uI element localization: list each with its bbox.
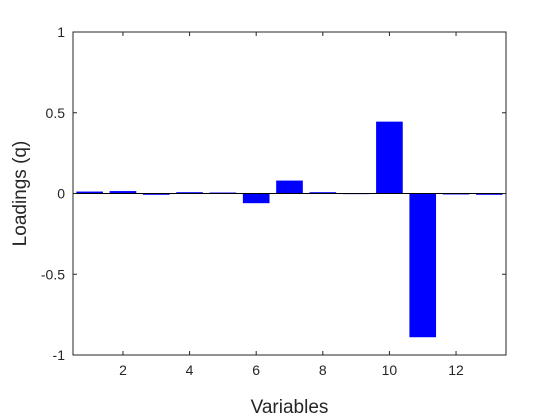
x-axis-ticks: 2 4 6 8 10 12 — [119, 32, 464, 378]
bars-group — [76, 121, 503, 338]
x-tick-label: 2 — [119, 362, 127, 378]
bar-7 — [276, 180, 303, 194]
bar-4 — [176, 192, 203, 194]
bar-13 — [476, 193, 503, 195]
y-tick-label: 0 — [57, 186, 65, 202]
bar-3 — [142, 193, 170, 195]
y-tick-label: -0.5 — [41, 266, 65, 282]
x-tick-label: 10 — [382, 362, 398, 378]
y-tick-label: 0.5 — [46, 105, 66, 121]
y-tick-label: 1 — [57, 24, 65, 40]
x-axis-label: Variables — [251, 397, 329, 418]
x-tick-label: 8 — [319, 362, 327, 378]
bar-10 — [376, 121, 403, 194]
bar-6 — [242, 193, 270, 204]
y-axis-ticks: -1 -0.5 0 0.5 1 — [41, 24, 506, 363]
x-tick-label: 12 — [448, 362, 464, 378]
y-axis-label: Loadings (q) — [10, 141, 31, 247]
x-tick-label: 6 — [252, 362, 260, 378]
y-tick-label: -1 — [53, 347, 66, 363]
x-tick-label: 4 — [186, 362, 194, 378]
bar-11 — [409, 193, 437, 338]
bar-8 — [309, 192, 337, 194]
bar-1 — [76, 191, 103, 194]
bar-2 — [109, 191, 137, 194]
